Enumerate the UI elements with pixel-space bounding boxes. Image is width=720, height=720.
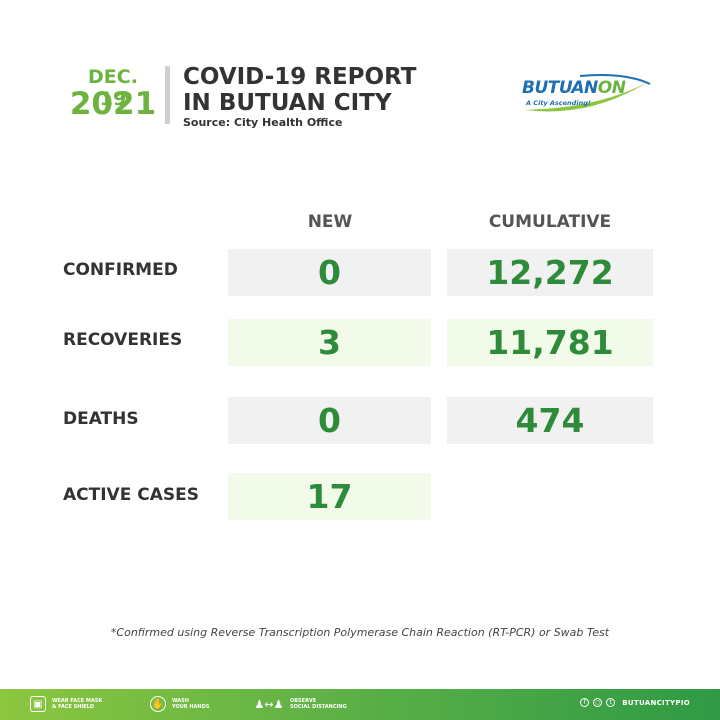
date-month: DEC. 19	[88, 66, 138, 110]
date-year: 2021	[69, 86, 157, 122]
source-text: Source: City Health Office	[183, 116, 343, 129]
social-distancing-icon: ♟↔♟	[254, 697, 284, 711]
butuan-on-logo: BUTUANON A City Ascending!	[520, 70, 655, 116]
deaths-new-value: 0	[228, 397, 431, 444]
row-label-recoveries: RECOVERIES	[63, 330, 183, 350]
title-line-1: COVID-19 REPORT	[183, 64, 417, 90]
tip-face-mask-line1: WEAR FACE MASK	[52, 698, 103, 704]
confirmed-cumulative-value: 12,272	[447, 249, 653, 296]
header-divider	[165, 66, 170, 124]
recoveries-new-value: 3	[228, 319, 431, 366]
footnote: *Confirmed using Reverse Transcription P…	[110, 626, 610, 639]
instagram-icon[interactable]: ○	[593, 698, 603, 707]
tip-social-distancing: ♟↔♟ OBSERVE SOCIAL DISTANCING	[254, 696, 347, 712]
tip-wash-hands: ✋ WASH YOUR HANDS	[150, 696, 209, 712]
logo-tagline: A City Ascending!	[526, 99, 591, 107]
tip-face-mask-line2: & FACE SHIELD	[52, 704, 95, 710]
column-header-cumulative: CUMULATIVE	[488, 212, 612, 232]
title-line-2: IN BUTUAN CITY	[183, 90, 392, 116]
deaths-cumulative-value: 474	[447, 397, 653, 444]
row-label-deaths: DEATHS	[63, 409, 139, 429]
recoveries-cumulative-value: 11,781	[447, 319, 653, 366]
social-links: f ○ t BUTUANCITYPIO	[580, 698, 690, 707]
social-handle[interactable]: BUTUANCITYPIO	[622, 698, 690, 707]
footer-bar: ▣ WEAR FACE MASK & FACE SHIELD ✋ WASH YO…	[0, 689, 720, 720]
tip-wash-hands-line2: YOUR HANDS	[172, 704, 210, 710]
logo-swoosh-icon	[525, 74, 651, 112]
face-mask-icon: ▣	[30, 696, 46, 712]
tip-social-distancing-line1: OBSERVE	[290, 698, 317, 704]
active-cases-new-value: 17	[228, 473, 431, 520]
twitter-icon[interactable]: t	[606, 698, 616, 707]
logo-brand-on: ON	[597, 78, 626, 98]
column-header-new: NEW	[307, 212, 353, 232]
row-label-confirmed: CONFIRMED	[63, 260, 178, 280]
tip-face-mask: ▣ WEAR FACE MASK & FACE SHIELD	[30, 696, 102, 712]
tip-wash-hands-line1: WASH	[172, 698, 189, 704]
row-label-active-cases: ACTIVE CASES	[63, 485, 199, 505]
tip-social-distancing-line2: SOCIAL DISTANCING	[290, 704, 347, 710]
confirmed-new-value: 0	[228, 249, 431, 296]
hand-wash-icon: ✋	[150, 696, 166, 712]
page-title: COVID-19 REPORT IN BUTUAN CITY	[183, 64, 416, 116]
facebook-icon[interactable]: f	[580, 698, 590, 707]
logo-brand-main: BUTUAN	[522, 78, 598, 98]
